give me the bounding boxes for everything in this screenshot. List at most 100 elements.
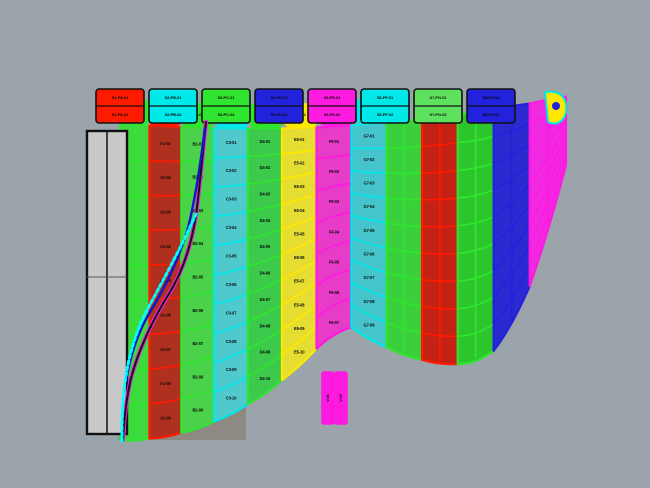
cell-label: G7-04 (364, 204, 376, 209)
stringer-cell[interactable]: S2-PB-01 S2-PB-02 (148, 88, 198, 124)
cell-label: C3-05 (226, 254, 237, 259)
cell-label: E5-02 (294, 161, 305, 166)
cell-label: C3-08 (226, 339, 237, 344)
cell-divider (213, 375, 249, 393)
stringer-cell[interactable]: S3-PC-01 S3-PC-02 (201, 88, 251, 124)
column-5[interactable]: D4-01 D4-02 D4-03 D4-04 D4-05 D4-06 D4-07 D4-08… (246, 127, 284, 406)
column-8[interactable]: G7-01 G7-02 G7-03 G7-04 G7-05 G7-06 G7-07 G7-08… (350, 121, 388, 349)
stringer-label: S1-PA-01 (112, 95, 129, 100)
column-10[interactable] (420, 113, 459, 366)
cell-label: D4-02 (260, 165, 271, 170)
cell-label: D4-04 (260, 218, 271, 223)
cell-divider (247, 354, 283, 378)
vertical-tab-label: V-01 (325, 393, 330, 402)
column-13[interactable] (528, 95, 568, 288)
stringer-cell[interactable]: S4-PD-01 S4-PD-02 (254, 88, 304, 124)
cell-divider (281, 193, 317, 205)
cell-divider (247, 303, 283, 323)
cell-label: C3-06 (226, 282, 237, 287)
cell-label: D4-01 (260, 139, 271, 144)
cell-divider (247, 329, 283, 350)
cell-label: A1-06 (160, 312, 171, 317)
cell-divider (149, 159, 182, 163)
stringer-label: S7-PG-02 (430, 112, 448, 117)
cell-divider (149, 194, 182, 197)
mesh-columns[interactable]: A1-01 A1-02 A1-03 A1-04 A1-05 A1-06 A1-07 A1-08… (118, 95, 568, 442)
column-9[interactable] (385, 118, 424, 361)
vertical-tab-body[interactable] (321, 371, 335, 425)
cell-label: B2-04 (192, 241, 203, 246)
rib-cell-label: R3-01 (193, 112, 204, 117)
cell-label: D4-03 (260, 192, 271, 197)
stringer-label: S7-PG-01 (430, 95, 448, 100)
cell-label: E5-08 (294, 302, 305, 307)
stringer-label: S6-PF-02 (377, 112, 394, 117)
cell-label: E5-01 (294, 137, 305, 142)
cell-divider (351, 259, 387, 274)
stringer-cell[interactable]: S6-PF-01 S6-PF-02 (360, 88, 410, 124)
cell-label: G7-02 (364, 157, 376, 162)
stringer-label: S8-PH-01 (483, 95, 501, 100)
cell-label: D4-05 (260, 244, 271, 249)
top-stringer-row[interactable]: S1-PA-01 S1-PA-02 S2-PB-01 S2-PB-02 S3-PC-01… (95, 88, 516, 124)
cell-divider (350, 281, 387, 299)
column-2[interactable]: A1-01 A1-02 A1-03 A1-04 A1-05 A1-06 A1-07 A1-08… (148, 124, 183, 440)
column-7[interactable]: F6-01 F6-02 F6-03 F6-04 F6-05 F6-06 F6-07 (315, 124, 353, 350)
cell-divider (316, 268, 352, 287)
cell-divider (181, 355, 215, 366)
stringer-label: S4-PD-02 (271, 112, 289, 117)
cell-label: D4-07 (260, 297, 271, 302)
stringer-cell[interactable]: S5-PE-01 S5-PE-02 (307, 88, 357, 124)
stringer-label: S5-PE-02 (324, 112, 341, 117)
column-6[interactable]: E5-01 E5-02 E5-03 E5-04 E5-05 E5-06 E5-07 E5-08… (280, 126, 318, 382)
vertical-tab-body[interactable] (334, 371, 348, 425)
column-12[interactable] (492, 102, 531, 352)
cell-label: C3-02 (226, 168, 237, 173)
vertical-tab[interactable]: V-02 (334, 371, 348, 425)
cell-label: B2-01 (192, 141, 203, 146)
cell-label: A1-08 (160, 381, 171, 386)
cell-label: G7-08 (364, 299, 376, 304)
cell-divider (351, 214, 387, 224)
column-11[interactable] (456, 108, 495, 366)
cell-divider (316, 153, 352, 160)
stringer-label: S8-PH-02 (483, 112, 501, 117)
cell-divider (316, 239, 352, 255)
blue-spline (124, 127, 207, 383)
cell-label: F6-01 (329, 139, 340, 144)
cell-divider (181, 322, 215, 332)
cell-label: B2-05 (192, 275, 203, 280)
stringer-label: S3-PC-02 (218, 112, 236, 117)
cell-label: E5-10 (294, 350, 305, 355)
cell-divider (281, 259, 317, 281)
cell-divider (316, 211, 352, 224)
column-4[interactable]: C3-01 C3-02 C3-03 C3-04 C3-05 C3-06 C3-07 C3-08… (213, 126, 249, 423)
stringer-cell[interactable]: S7-PG-01 S7-PG-02 (413, 88, 463, 124)
left-bulkhead[interactable] (85, 129, 129, 436)
cell-divider (281, 148, 317, 155)
cell-divider (281, 215, 317, 230)
vertical-tab[interactable]: V-01 (321, 371, 335, 425)
cell-label: E5-09 (294, 326, 305, 331)
cell-divider (351, 192, 387, 199)
cell-divider (149, 397, 182, 405)
cell-divider (281, 170, 317, 180)
cell-divider (214, 265, 249, 276)
stringer-label: S2-PB-01 (165, 95, 183, 100)
cell-divider (281, 281, 318, 306)
cell-label: C3-04 (226, 225, 237, 230)
cell-label: C3-07 (226, 310, 237, 315)
stringer-cell[interactable]: S8-PH-01 S8-PH-02 (466, 88, 516, 124)
cell-divider (149, 330, 182, 336)
stringer-cell[interactable]: S1-PA-01 S1-PA-02 (95, 88, 145, 124)
cell-divider (149, 228, 182, 232)
cell-label: A1-04 (160, 244, 171, 249)
stringer-label: S2-PB-02 (165, 112, 183, 117)
cell-label: A1-03 (160, 209, 171, 214)
vertical-tab-group[interactable]: V-01 V-02 (321, 371, 348, 425)
cell-label: G7-09 (364, 323, 376, 328)
cell-label: F6-06 (329, 290, 340, 295)
overlay-curves (120, 119, 209, 443)
